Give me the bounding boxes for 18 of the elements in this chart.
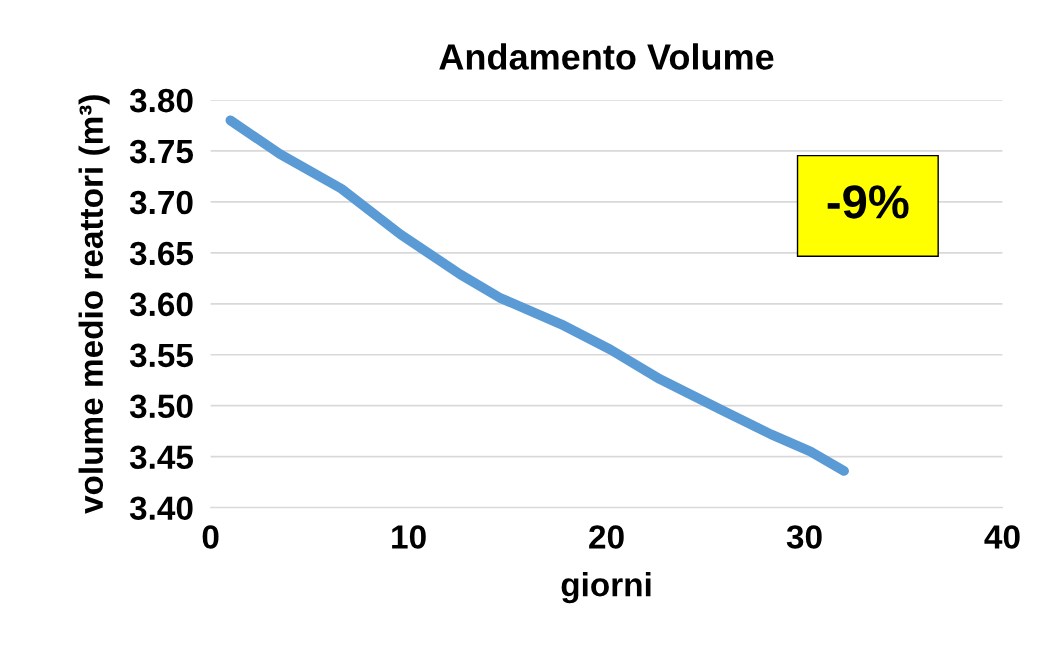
x-tick-label: 0 <box>202 525 219 549</box>
y-tick-label: 3.75 <box>129 139 194 164</box>
annotation: -9% <box>827 185 909 219</box>
x-tick-label: 40 <box>984 525 1020 549</box>
y-tick-label: 3.65 <box>129 241 194 266</box>
y-tick-label: 3.50 <box>129 394 193 419</box>
y-tick-label: 3.70 <box>129 190 193 215</box>
y-tick-label: 3.60 <box>129 292 193 317</box>
x-tick-label: 30 <box>786 525 822 549</box>
y-tick-label: 3.40 <box>129 496 193 521</box>
chart-title: Andamento Volume <box>439 43 774 70</box>
x-tick-label: 20 <box>589 525 624 549</box>
y-axis-title: volume medio reattori (m³) <box>78 95 110 514</box>
y-tick-label: 3.45 <box>129 445 194 470</box>
x-axis-title: giorni <box>561 572 651 604</box>
x-tick-label: 10 <box>392 525 426 549</box>
y-tick-label: 3.80 <box>129 88 193 113</box>
y-tick-label: 3.55 <box>129 343 194 368</box>
